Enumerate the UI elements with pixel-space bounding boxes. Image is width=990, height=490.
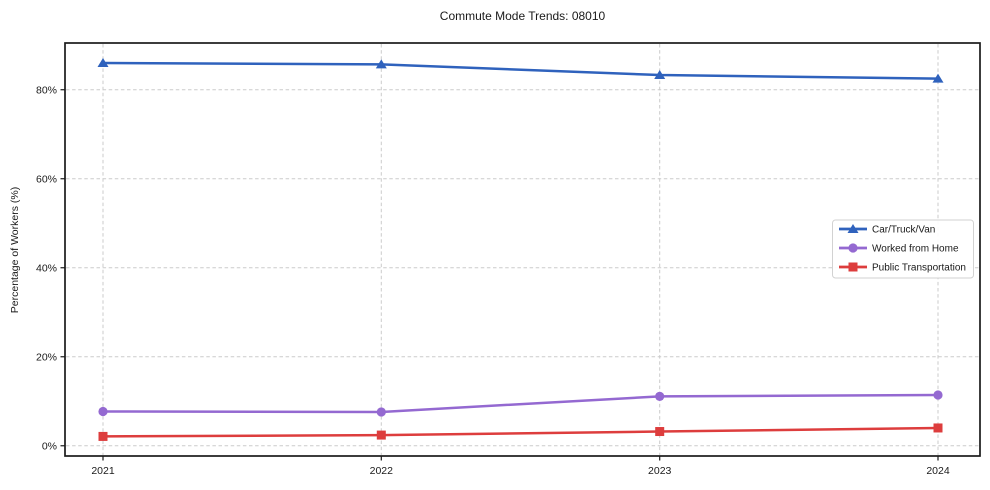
legend-marker-square-icon <box>848 262 858 272</box>
data-point-marker <box>376 430 386 440</box>
data-point-marker <box>375 59 387 69</box>
y-tick-label: 80% <box>36 84 57 96</box>
series-line-worked-from-home <box>101 393 940 414</box>
legend-entry-worked-from-home: Worked from Home <box>839 243 959 255</box>
x-tick-label: 2022 <box>370 465 394 477</box>
y-tick-label: 60% <box>36 173 57 185</box>
y-tick-label: 20% <box>36 351 57 363</box>
data-point-marker <box>654 70 666 80</box>
legend: Car/Truck/Van Worked from Home Public Tran… <box>832 219 974 279</box>
legend-entry-public-transportation: Public Transportation <box>839 262 966 274</box>
x-tick-label: 2024 <box>926 465 950 477</box>
data-point-marker <box>932 73 944 83</box>
series-public-transportation <box>98 423 943 441</box>
data-point-marker <box>933 390 943 400</box>
x-tick-label: 2021 <box>91 465 115 477</box>
chart-title: Commute Mode Trends: 08010 <box>439 9 606 23</box>
series-worked-from-home <box>98 390 943 417</box>
data-point-marker <box>655 391 665 401</box>
data-point-marker <box>376 407 386 417</box>
data-point-marker <box>98 431 108 441</box>
data-point-marker <box>933 423 943 433</box>
y-tick-label: 40% <box>36 262 57 274</box>
axes-frame <box>64 42 981 457</box>
legend-marker-triangle-icon <box>847 224 859 233</box>
legend-entry-car-truck-van: Car/Truck/Van <box>839 224 935 236</box>
data-point-marker <box>97 58 109 68</box>
series-line-car-truck-van <box>101 61 940 80</box>
y-tick-label: 0% <box>42 440 57 452</box>
series-line-public-transportation <box>101 426 940 438</box>
legend-label: Public Transportation <box>872 263 966 274</box>
legend-marker-circle-icon <box>848 243 858 253</box>
data-point-marker <box>655 427 665 437</box>
legend-label: Worked from Home <box>872 244 959 255</box>
data-point-marker <box>98 406 108 417</box>
series-car-truck-van <box>97 58 944 83</box>
legend-label: Car/Truck/Van <box>872 225 935 236</box>
legend-box <box>832 219 974 279</box>
x-tick-label: 2023 <box>648 465 672 477</box>
